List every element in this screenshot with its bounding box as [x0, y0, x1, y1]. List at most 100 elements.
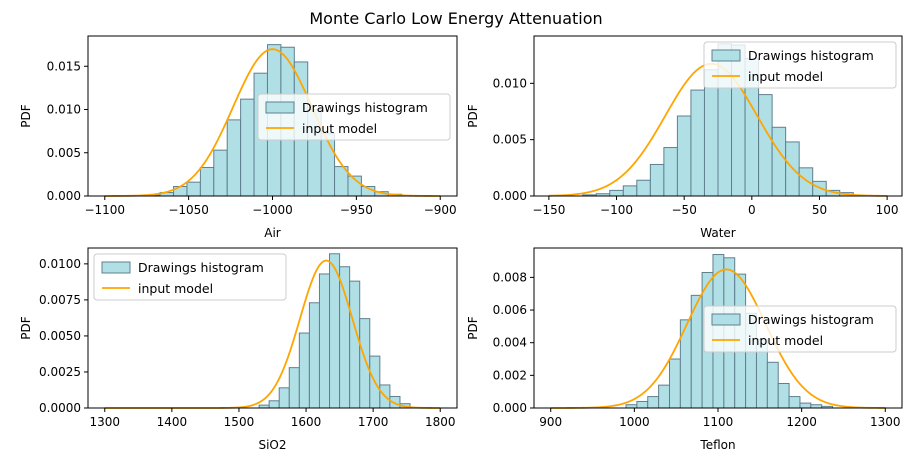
- histogram-bar: [240, 98, 255, 197]
- histogram-bar: [636, 400, 649, 409]
- y-tick-label: 0.010: [47, 103, 81, 117]
- y-tick-label: 0.008: [493, 270, 527, 284]
- y-tick-label: 0.0025: [39, 365, 81, 379]
- x-tick-label: 100: [876, 203, 899, 217]
- y-tick-label: 0.005: [493, 133, 527, 147]
- histogram-bar: [690, 89, 705, 197]
- x-tick-label: 1500: [224, 415, 255, 429]
- x-tick-label: 50: [812, 203, 827, 217]
- x-tick-label: −900: [424, 203, 457, 217]
- histogram-bar: [213, 149, 228, 197]
- chart-panel-sio2: 1300 1400 1500 1600 1700 1800 0.0000 0.0025 0.00…: [19, 247, 458, 452]
- legend-model-label: input model: [302, 121, 377, 136]
- x-tick-label: 1000: [619, 415, 650, 429]
- legend-box: [257, 93, 451, 141]
- histogram-bar: [622, 185, 638, 197]
- y-tick-label: 0.0075: [39, 293, 81, 307]
- y-tick-label: 0.006: [493, 303, 527, 317]
- legend-box: [703, 305, 897, 353]
- x-axis-label: Teflon: [699, 438, 735, 452]
- x-axis-label: Water: [700, 226, 736, 240]
- histogram-bar: [658, 384, 670, 409]
- y-tick-label: 0.004: [493, 336, 527, 350]
- y-tick-label: 0.0000: [39, 401, 81, 415]
- axes-frame: [533, 35, 903, 197]
- y-tick-label: 0.000: [47, 189, 81, 203]
- legend-model-label: input model: [748, 69, 823, 84]
- x-tick-label: 1800: [425, 415, 456, 429]
- histogram-bar: [199, 166, 215, 197]
- histogram-bar: [278, 387, 290, 409]
- histogram-bar: [318, 273, 331, 409]
- histogram-bar: [288, 367, 300, 409]
- legend-hist-label: Drawings histogram: [748, 312, 874, 327]
- legend-box: [703, 41, 897, 89]
- histogram-bar: [799, 402, 812, 409]
- legend-hist-swatch: [711, 313, 741, 326]
- legend-hist-label: Drawings histogram: [748, 48, 874, 63]
- histogram-bar: [798, 167, 814, 197]
- x-tick-label: −1000: [252, 203, 293, 217]
- histogram-bar: [663, 147, 678, 197]
- y-tick-label: 0.010: [493, 76, 527, 90]
- x-tick-label: 1700: [358, 415, 389, 429]
- histogram-bar: [308, 302, 320, 409]
- legend-hist-label: Drawings histogram: [138, 260, 264, 275]
- legend-hist-label: Drawings histogram: [302, 100, 428, 115]
- y-tick-label: 0.0050: [39, 329, 81, 343]
- histogram-bar: [636, 179, 651, 197]
- legend-hist-swatch: [711, 49, 741, 62]
- histogram-bar: [359, 318, 371, 409]
- histogram-bar: [298, 332, 310, 409]
- x-tick-label: −50: [672, 203, 697, 217]
- x-axis-label: SiO2: [258, 438, 286, 452]
- chart-panel-teflon: 900 1000 1100 1200 1300 0.000 0.002 0.004 0.006 0…: [466, 247, 903, 452]
- x-tick-label: 1400: [157, 415, 188, 429]
- y-tick-label: 0.015: [47, 59, 81, 73]
- histogram-bar: [349, 280, 361, 409]
- histogram-bar: [777, 383, 790, 409]
- histogram-bar: [647, 396, 660, 409]
- x-tick-label: −150: [532, 203, 565, 217]
- x-tick-label: 1600: [291, 415, 322, 429]
- x-tick-label: −1050: [168, 203, 209, 217]
- histogram-bar: [788, 396, 801, 409]
- histogram-bar: [771, 126, 787, 197]
- model-curve-line: [550, 268, 886, 409]
- x-tick-label: 900: [539, 415, 562, 429]
- y-tick-label: 0.002: [493, 368, 527, 382]
- histogram-bar: [186, 181, 201, 197]
- histogram-bar: [766, 361, 779, 409]
- histogram-bar: [649, 163, 665, 197]
- histogram-bar: [226, 119, 242, 197]
- histogram-bar: [339, 266, 351, 409]
- x-tick-label: 1100: [703, 415, 734, 429]
- legend: Drawings histogram input model: [257, 93, 451, 141]
- histogram-bar: [609, 189, 624, 197]
- y-tick-label: 0.0100: [39, 257, 81, 271]
- histogram-bar: [703, 69, 719, 197]
- x-tick-label: 1300: [89, 415, 120, 429]
- y-axis-label: PDF: [19, 104, 33, 127]
- y-tick-label: 0.000: [493, 189, 527, 203]
- legend-model-label: input model: [748, 333, 823, 348]
- x-tick-label: −1100: [84, 203, 125, 217]
- chart-panel-air: −1100 −1050 −1000 −950 −900 0.000 0.005 0.010 0.…: [19, 35, 458, 240]
- axes-frame: [87, 247, 458, 409]
- y-axis-label: PDF: [19, 316, 33, 339]
- legend: Drawings histogram input model: [93, 253, 287, 301]
- x-tick-label: 1200: [786, 415, 817, 429]
- x-tick-label: 0: [748, 203, 756, 217]
- x-axis-label: Air: [264, 226, 281, 240]
- model-curve-line: [104, 48, 441, 197]
- histogram-bar: [676, 115, 692, 197]
- histogram-bar: [758, 94, 773, 197]
- legend-model-label: input model: [138, 281, 213, 296]
- legend-hist-swatch: [265, 101, 295, 114]
- panels: −1100 −1050 −1000 −950 −9000.0000.0050.0100.…: [19, 35, 903, 452]
- y-axis-label: PDF: [466, 316, 480, 339]
- x-tick-label: −100: [600, 203, 633, 217]
- y-tick-label: 0.005: [47, 146, 81, 160]
- legend-box: [93, 253, 287, 301]
